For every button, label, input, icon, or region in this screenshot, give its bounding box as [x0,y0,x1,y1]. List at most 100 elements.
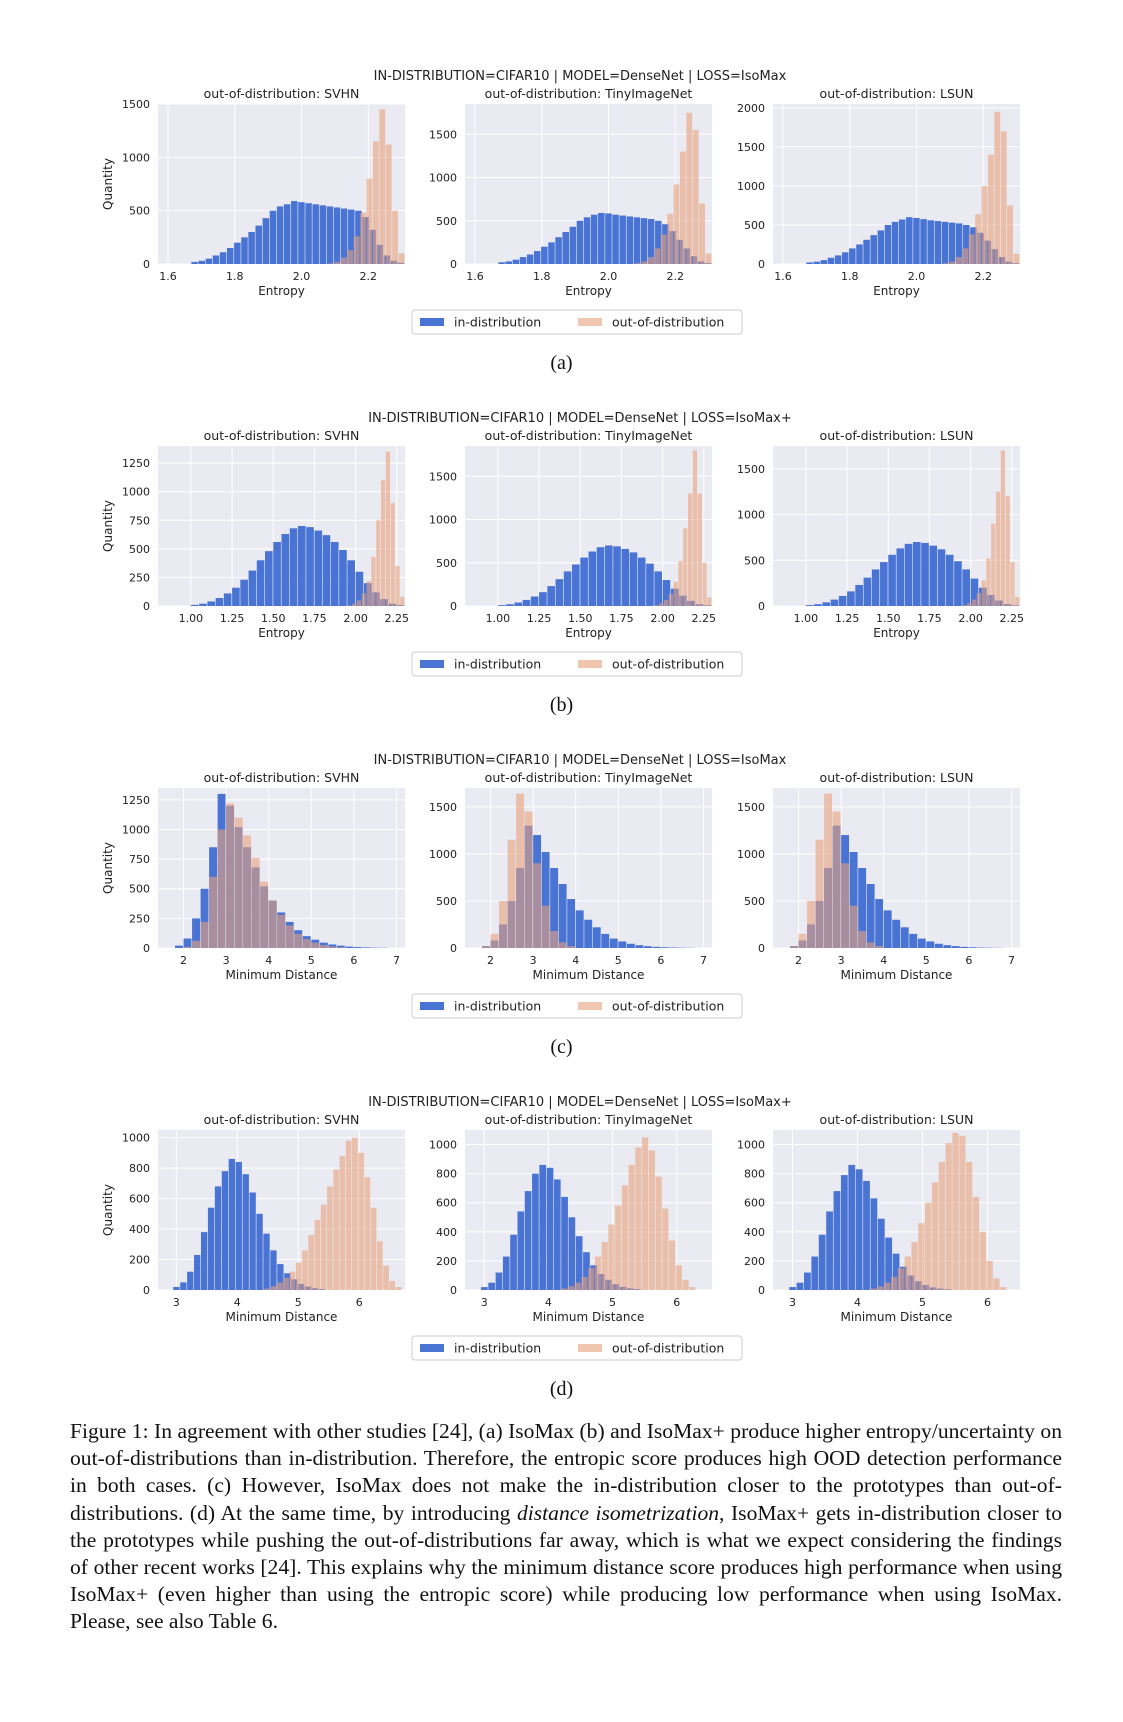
legend-swatch-out [578,1344,602,1352]
y-tick-label: 1500 [429,801,457,814]
y-tick-label: 0 [450,600,457,613]
bar-out-of-distribution [302,1250,308,1290]
x-tick-label: 3 [173,1296,180,1309]
bar-out-of-distribution [975,214,982,264]
bar-out-of-distribution [294,933,303,948]
bar-out-of-distribution [311,942,320,948]
y-tick-label: 1000 [737,1139,765,1152]
bar-out-of-distribution [308,1235,315,1290]
x-tick-label: 1.75 [302,612,327,625]
x-tick-label: 2.00 [958,612,983,625]
bar-out-of-distribution [200,921,209,948]
bar-out-of-distribution [648,1150,655,1290]
bar-in-distribution [945,554,954,606]
subplot-1: out-of-distribution: SVHN 2 3 4 5 6 7 0 250 500 75… [101,770,405,982]
bar-out-of-distribution [824,793,833,948]
bar-in-distribution [255,225,262,264]
bar-out-of-distribution [328,263,335,264]
bar-out-of-distribution [358,1152,364,1290]
bar-out-of-distribution [327,1186,333,1290]
bar-out-of-distribution [669,1240,676,1290]
subplot-3: out-of-distribution: LSUN 2 3 4 5 6 7 0 500 1000 1… [737,770,1020,982]
bar-in-distribution [555,237,562,264]
bar-in-distribution [866,884,875,948]
bar-out-of-distribution [482,946,490,948]
bar-in-distribution [248,570,257,606]
bar-in-distribution [314,530,323,606]
bar-in-distribution [234,242,241,264]
bar-out-of-distribution [911,1242,918,1290]
bar-out-of-distribution [790,946,798,948]
y-tick-label: 0 [143,258,150,271]
bar-out-of-distribution [395,1286,402,1290]
bar-in-distribution [927,220,934,264]
bar-out-of-distribution [659,603,664,606]
bar-in-distribution [270,1250,277,1290]
bar-out-of-distribution [707,597,712,606]
y-tick-label: 0 [758,1284,765,1297]
x-tick-label: 1.6 [774,270,792,283]
bar-in-distribution [228,1158,236,1290]
bar-in-distribution [583,1252,590,1290]
bar-in-distribution [858,868,867,948]
bar-in-distribution [605,213,612,264]
bar-in-distribution [789,1287,797,1290]
y-tick-label: 500 [129,543,150,556]
x-tick-label: 4 [234,1296,241,1309]
legend-label-out: out-of-distribution [612,999,724,1014]
y-tick-label: 1500 [737,141,765,154]
bar-in-distribution [187,1271,194,1290]
bar-in-distribution [811,1256,819,1290]
bar-out-of-distribution [890,1276,898,1290]
bar-out-of-distribution [979,1231,986,1290]
bar-out-of-distribution [697,493,702,606]
bar-out-of-distribution [366,178,373,264]
bar-in-distribution [265,551,273,606]
x-tick-label: 4 [880,954,887,967]
bar-in-distribution [514,602,523,606]
bar-out-of-distribution [380,480,386,606]
legend-frame [411,993,743,1019]
bar-in-distribution [912,542,921,606]
bar-out-of-distribution [959,1135,966,1290]
subplot-2: out-of-distribution: TinyImageNet 2 3 4 5 6 7 0… [429,770,712,982]
bar-in-distribution [962,569,970,606]
bar-in-distribution [519,257,527,264]
bar-out-of-distribution [319,945,328,948]
panel-suptitle: IN-DISTRIBUTION=CIFAR10 | MODEL=DenseNet… [374,69,787,84]
bar-in-distribution [561,1196,568,1290]
bar-out-of-distribution [364,1177,371,1290]
bar-in-distribution [241,237,248,264]
bar-out-of-distribution [561,1288,568,1290]
bar-out-of-distribution [302,939,311,948]
bar-in-distribution [840,1175,848,1290]
bar-out-of-distribution [938,1162,945,1290]
bar-in-distribution [880,562,888,606]
bar-in-distribution [289,528,298,606]
bar-in-distribution [502,1256,510,1290]
bar-in-distribution [805,605,814,606]
bar-in-distribution [618,941,627,948]
bar-in-distribution [215,598,224,606]
bar-in-distribution [212,255,220,264]
bar-out-of-distribution [395,566,400,606]
bar-out-of-distribution [660,234,667,264]
bar-in-distribution [326,206,334,264]
x-tick-label: 6 [965,954,972,967]
x-tick-label: 3 [838,954,845,967]
bar-in-distribution [941,221,949,264]
bar-out-of-distribution [320,1204,327,1290]
bar-in-distribution [199,603,207,606]
y-tick-label: 600 [744,1197,765,1210]
x-tick-label: 2.2 [667,270,685,283]
y-axis-label: Quantity [101,500,115,552]
bar-in-distribution [896,548,905,606]
panel-suptitle: IN-DISTRIBUTION=CIFAR10 | MODEL=DenseNet… [368,411,792,426]
bar-out-of-distribution [345,1140,352,1290]
bar-out-of-distribution [567,946,576,948]
bar-in-distribution [934,943,943,948]
bar-out-of-distribution [858,931,867,948]
legend-swatch-in [420,1002,444,1010]
bar-out-of-distribution [683,528,688,606]
y-axis-label: Quantity [101,842,115,894]
